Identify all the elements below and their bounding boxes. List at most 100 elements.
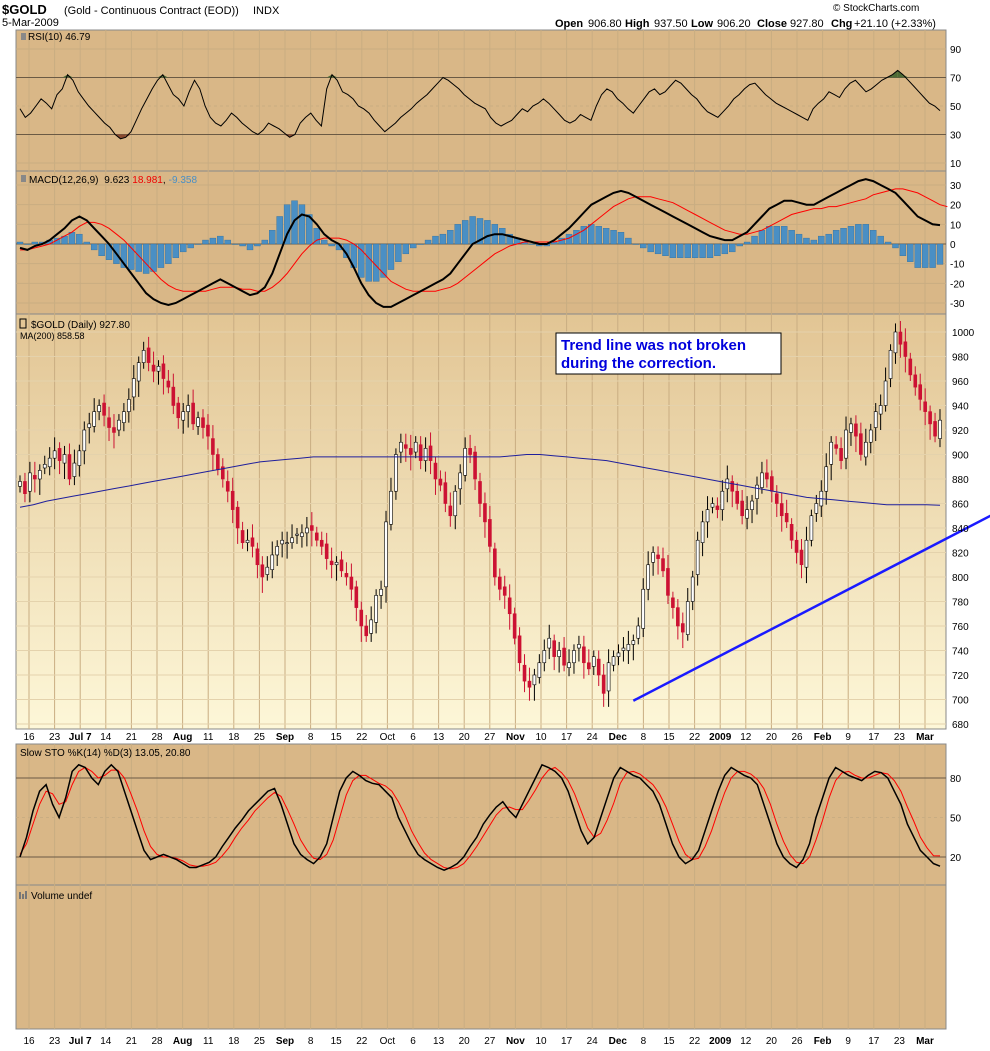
x-tick-label: 15 bbox=[663, 732, 675, 743]
macd-histogram-bar bbox=[194, 243, 202, 245]
macd-histogram-bar bbox=[90, 243, 98, 251]
candle-body bbox=[755, 484, 759, 499]
rsi-panel bbox=[15, 29, 947, 172]
x-tick-label: 17 bbox=[561, 1036, 573, 1047]
candle-body bbox=[300, 532, 304, 537]
candle-body bbox=[275, 546, 280, 556]
rsi-layer bbox=[19, 69, 941, 140]
candle-body bbox=[651, 552, 655, 563]
candle-body bbox=[720, 490, 725, 510]
open-label: Open bbox=[555, 18, 583, 30]
candle-body bbox=[730, 481, 735, 492]
sto-tick-label: 80 bbox=[950, 774, 962, 785]
macd-histogram-bar bbox=[68, 231, 76, 245]
x-tick-label: 10 bbox=[535, 1036, 547, 1047]
macd-histogram-bar bbox=[239, 243, 246, 247]
candle-body bbox=[760, 472, 764, 488]
macd-histogram-bar bbox=[884, 241, 892, 245]
candle-body bbox=[562, 647, 566, 666]
macd-histogram-bar bbox=[372, 243, 380, 282]
macd-histogram-bar bbox=[24, 243, 31, 245]
macd-histogram-bar bbox=[921, 243, 929, 268]
macd-histogram-bar bbox=[254, 243, 261, 247]
x-tick-label: 12 bbox=[740, 1036, 752, 1047]
candle-body bbox=[314, 532, 319, 541]
candle-body bbox=[280, 539, 284, 545]
macd-histogram-bar bbox=[877, 235, 884, 245]
macd-histogram-bar bbox=[172, 243, 180, 258]
candle-body bbox=[260, 564, 265, 578]
x-tick-label: 22 bbox=[689, 732, 701, 743]
x-tick-label: 15 bbox=[663, 1036, 675, 1047]
candle-body bbox=[676, 607, 680, 627]
candle-body bbox=[893, 331, 898, 354]
candle-body bbox=[606, 662, 611, 692]
macd-histogram-bar bbox=[417, 243, 424, 245]
x-tick-label: 6 bbox=[410, 1036, 416, 1047]
price-layer bbox=[18, 320, 990, 707]
x-tick-label: Jul 7 bbox=[69, 1036, 92, 1047]
x-tick-label: 25 bbox=[254, 732, 266, 743]
macd-histogram-bar bbox=[180, 243, 187, 253]
x-tick-label: Jul 7 bbox=[69, 732, 92, 743]
candle-body bbox=[245, 539, 250, 544]
candle-body bbox=[547, 637, 552, 649]
price-tick-label: 960 bbox=[952, 377, 969, 388]
price-tick-label: 780 bbox=[952, 598, 969, 609]
candle-body bbox=[339, 559, 344, 572]
candle-body bbox=[408, 448, 413, 455]
x-tick-label: 9 bbox=[845, 1036, 851, 1047]
open-value: 906.80 bbox=[588, 18, 622, 30]
macd-histogram-bar bbox=[662, 243, 669, 257]
candle-body bbox=[423, 448, 428, 461]
candle-body bbox=[888, 350, 893, 379]
chg-label: Chg bbox=[831, 18, 852, 30]
x-tick-label: 11 bbox=[203, 1036, 214, 1047]
x-tick-label: 2009 bbox=[709, 732, 732, 743]
candle-body bbox=[883, 380, 888, 406]
macd-histogram-bar bbox=[706, 243, 714, 258]
candle-body bbox=[354, 586, 359, 608]
candle-body bbox=[374, 595, 378, 623]
candle-body bbox=[908, 358, 913, 376]
candle-body bbox=[582, 646, 586, 664]
macd-histogram-bar bbox=[573, 230, 580, 245]
candle-body bbox=[898, 331, 903, 345]
macd-histogram-bar bbox=[840, 228, 847, 245]
stochastic-legend-text: Slow STO %K(14) %D(3) 13.05, 20.80 bbox=[20, 748, 191, 759]
candle-body bbox=[596, 658, 601, 676]
candle-body bbox=[324, 543, 329, 559]
candle-body bbox=[166, 380, 171, 388]
macd-histogram-bar bbox=[825, 233, 832, 245]
candle-body bbox=[507, 597, 512, 615]
candle-body bbox=[616, 652, 621, 657]
candle-body bbox=[250, 537, 255, 547]
candle-body bbox=[92, 411, 96, 427]
x-tick-label: Dec bbox=[609, 1036, 628, 1047]
macd-histogram-bar bbox=[157, 243, 165, 268]
macd-histogram-bar bbox=[677, 243, 684, 258]
price-tick-label: 1000 bbox=[952, 328, 975, 339]
candle-body bbox=[745, 509, 749, 519]
candle-body bbox=[181, 411, 186, 421]
macd-histogram-bar bbox=[313, 228, 320, 245]
x-tick-label: 14 bbox=[100, 1036, 112, 1047]
rsi-legend-text: RSI(10) 46.79 bbox=[28, 32, 91, 43]
candle-body bbox=[661, 558, 665, 572]
candle-body bbox=[344, 573, 349, 578]
price-tick-label: 880 bbox=[952, 475, 969, 486]
macd-histogram-bar bbox=[476, 218, 484, 245]
x-tick-label: 17 bbox=[868, 732, 880, 743]
candle-body bbox=[211, 438, 215, 455]
candle-body bbox=[572, 650, 576, 664]
x-tick-label: Dec bbox=[609, 732, 628, 743]
macd-histogram-bar bbox=[714, 243, 721, 257]
x-tick-label: 25 bbox=[254, 1036, 266, 1047]
candle-body bbox=[117, 419, 121, 431]
macd-histogram-bar bbox=[936, 243, 944, 265]
rsi-oversold-fill bbox=[284, 134, 290, 138]
x-tick-label: 6 bbox=[410, 732, 416, 743]
candle-body bbox=[453, 490, 458, 517]
candle-body bbox=[903, 341, 908, 357]
x-tick-label: 16 bbox=[23, 732, 35, 743]
